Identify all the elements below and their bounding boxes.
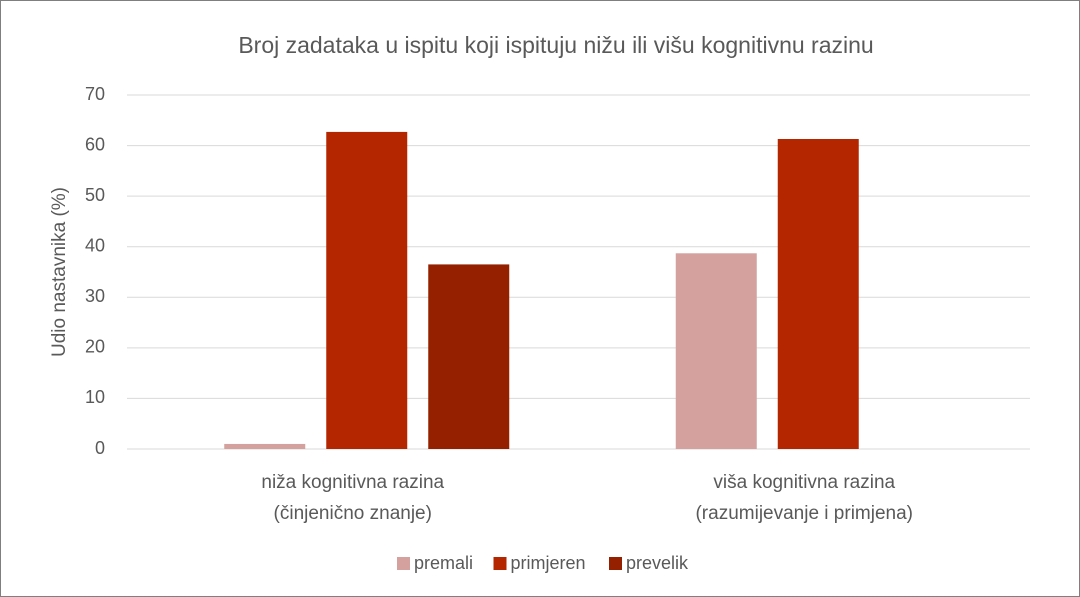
legend-swatch bbox=[397, 557, 410, 570]
legend-label: prevelik bbox=[626, 553, 689, 573]
legend-swatch bbox=[493, 557, 507, 570]
y-tick-label: 10 bbox=[85, 387, 105, 407]
chart-title: Broj zadataka u ispitu koji ispituju niž… bbox=[238, 32, 873, 58]
legend-swatch bbox=[609, 557, 622, 570]
y-axis-label: Udio nastavnika (%) bbox=[49, 187, 70, 357]
y-tick-label: 0 bbox=[95, 438, 105, 458]
legend-label: primjeren bbox=[511, 553, 586, 573]
y-tick-label: 70 bbox=[85, 84, 105, 104]
bar bbox=[428, 264, 510, 449]
y-tick-label: 40 bbox=[85, 235, 105, 255]
x-tick-label: niža kognitivna razina bbox=[261, 472, 444, 493]
x-tick-label: viša kognitivna razina bbox=[713, 472, 895, 493]
y-tick-label: 50 bbox=[85, 185, 105, 205]
bar bbox=[675, 253, 757, 449]
legend-label: premali bbox=[414, 553, 473, 573]
bar bbox=[326, 131, 408, 449]
y-tick-label: 30 bbox=[85, 286, 105, 306]
bar bbox=[224, 443, 306, 449]
y-tick-label: 20 bbox=[85, 337, 105, 357]
x-tick-label: (činjenično znanje) bbox=[274, 503, 432, 524]
bar bbox=[777, 138, 859, 450]
y-tick-label: 60 bbox=[85, 134, 105, 154]
x-tick-label: (razumijevanje i primjena) bbox=[695, 503, 913, 524]
